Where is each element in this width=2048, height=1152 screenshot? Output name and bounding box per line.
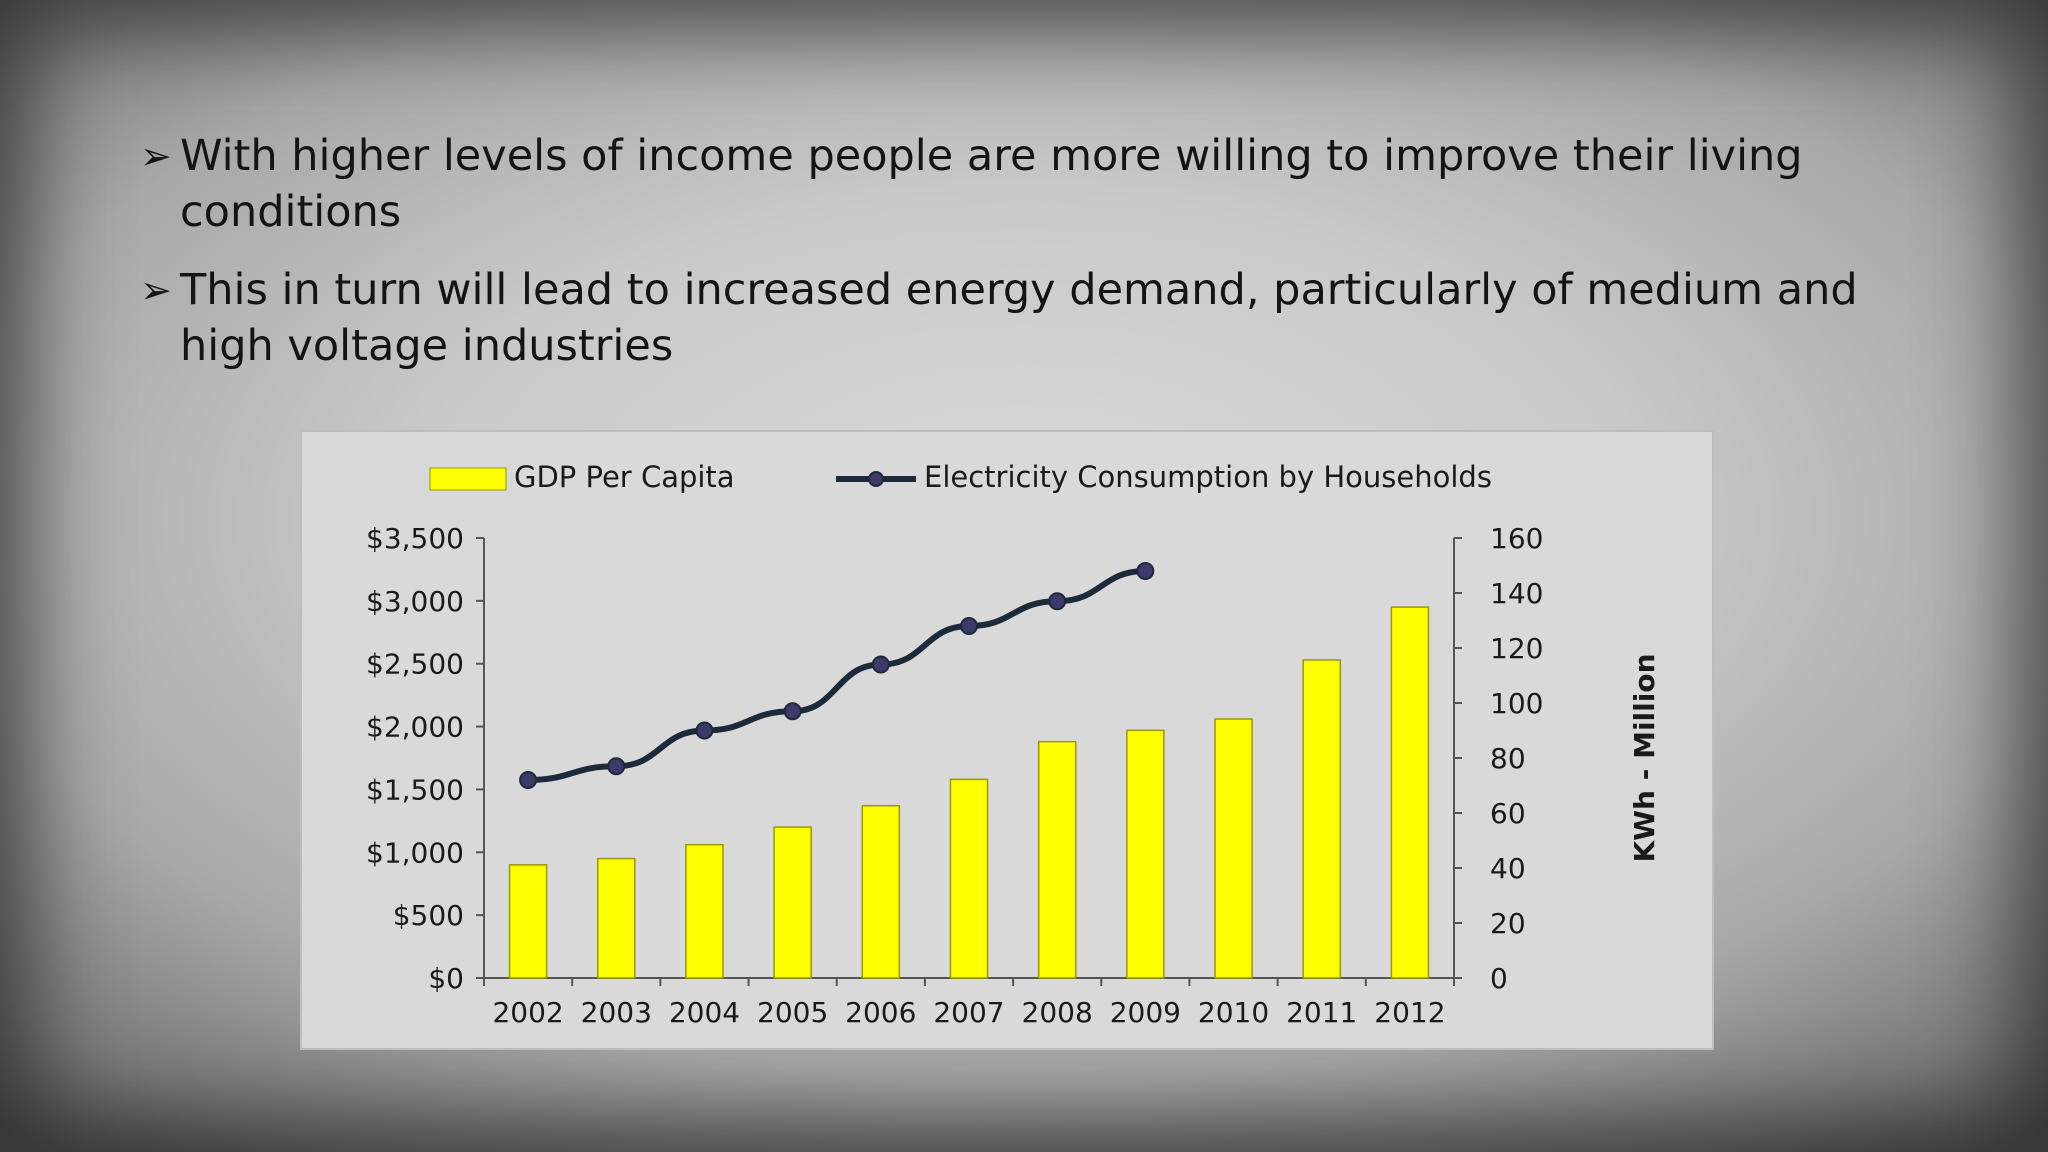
left-tick-label: $1,000 [366,836,464,869]
x-tick-label: 2002 [492,996,563,1029]
bullet-text: This in turn will lead to increased ener… [180,265,1858,371]
legend-swatch-gdp [429,467,507,491]
left-tick-label: $3,500 [366,522,464,555]
gdp-bar [597,857,636,979]
electricity-line [528,568,1146,783]
gdp-bar [861,805,901,979]
gdp-bar [773,826,812,979]
electricity-point [960,617,978,635]
x-tick-label: 2003 [581,996,652,1029]
x-tick-label: 2010 [1198,996,1269,1029]
right-tick-label: 120 [1490,632,1543,665]
gdp-bar [1214,718,1253,979]
gdp-electricity-chart: GDP Per Capita Electricity Consumption b… [366,460,1661,1029]
left-tick-label: $3,000 [366,585,464,618]
legend-swatch-electricity-marker [868,471,884,487]
arrow-bullet-icon: ➢ [140,134,172,178]
right-tick-label: 160 [1490,522,1543,555]
x-tick-label: 2009 [1110,996,1181,1029]
x-tick-label: 2008 [1022,996,1093,1029]
electricity-point [783,702,802,721]
x-tick-label: 2012 [1374,996,1445,1029]
x-tick-label: 2006 [845,996,916,1029]
right-tick-label: 60 [1490,797,1526,830]
x-tick-label: 2005 [757,996,828,1029]
x-tick-label: 2004 [669,996,740,1029]
chart-panel: GDP Per Capita Electricity Consumption b… [300,430,1714,1050]
line-series [519,562,1155,789]
right-tick-label: 100 [1490,687,1543,720]
right-tick-label: 0 [1490,962,1508,995]
electricity-point [1048,592,1067,611]
gdp-bar [685,843,724,979]
bullet-item: ➢ This in turn will lead to increased en… [140,262,1900,374]
gdp-bar [1037,740,1077,979]
electricity-point [607,757,626,776]
x-tick-label: 2011 [1286,996,1357,1029]
electricity-point [519,771,538,789]
gdp-bar [949,778,989,979]
electricity-point [871,655,890,674]
left-tick-label: $0 [428,962,464,995]
left-tick-label: $2,500 [366,648,464,681]
left-tick-label: $2,000 [366,711,464,744]
right-axis-title: KWh - Million [1628,653,1661,862]
right-tick-label: 40 [1490,852,1526,885]
legend-label-electricity: Electricity Consumption by Households [924,460,1492,494]
electricity-point [695,721,714,740]
gdp-bar [508,864,548,979]
left-tick-label: $1,500 [366,773,464,806]
bullet-list: ➢ With higher levels of income people ar… [140,128,1900,396]
bar-series [508,606,1430,979]
gdp-bar [1302,659,1341,979]
bullet-text: With higher levels of income people are … [180,131,1803,237]
left-tick-label: $500 [393,899,464,932]
arrow-bullet-icon: ➢ [140,268,172,312]
legend: GDP Per Capita Electricity Consumption b… [429,460,1492,494]
right-tick-label: 80 [1490,742,1526,775]
electricity-point [1136,562,1155,580]
right-tick-label: 140 [1490,577,1543,610]
x-tick-label: 2007 [933,996,1004,1029]
right-tick-label: 20 [1490,907,1526,940]
gdp-bar [1126,729,1165,979]
gdp-bar [1390,606,1430,979]
legend-label-gdp: GDP Per Capita [514,460,735,494]
bullet-item: ➢ With higher levels of income people ar… [140,128,1900,240]
axis-labels: $0 $500 $1,000 $1,500 $2,000 $2,500 $3,000 $3,5… [366,522,1661,1029]
